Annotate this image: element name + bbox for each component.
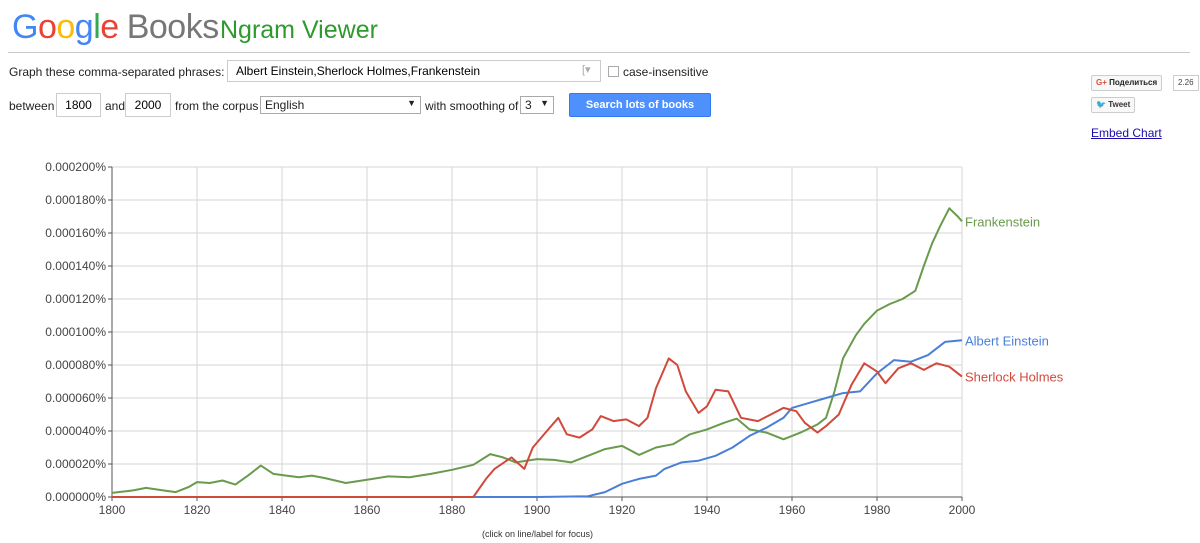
between-label: between bbox=[9, 99, 55, 113]
dropdown-arrow-icon: ▼ bbox=[407, 98, 416, 108]
series-label-sherlock-holmes[interactable]: Sherlock Holmes bbox=[965, 370, 1064, 385]
x-tick-label: 1800 bbox=[99, 503, 126, 517]
dropdown-arrow-icon: ▼ bbox=[540, 98, 549, 108]
y-tick-label: 0.000080% bbox=[45, 358, 106, 372]
share-button[interactable]: G+ Поделиться bbox=[1091, 75, 1163, 91]
twitter-bird-icon: 🐦 bbox=[1096, 100, 1106, 109]
y-tick-label: 0.000020% bbox=[45, 457, 106, 471]
logo-letter: o bbox=[37, 8, 57, 46]
tweet-label: Tweet bbox=[1108, 100, 1131, 109]
y-tick-label: 0.000060% bbox=[45, 391, 106, 405]
smoothing-label: with smoothing of bbox=[425, 99, 519, 113]
logo-books: Books bbox=[126, 8, 220, 46]
page-title: Ngram Viewer bbox=[220, 16, 378, 44]
and-label: and bbox=[105, 99, 126, 113]
x-tick-label: 1860 bbox=[354, 503, 381, 517]
x-tick-label: 1820 bbox=[184, 503, 211, 517]
y-tick-label: 0.000040% bbox=[45, 424, 106, 438]
x-tick-label: 1920 bbox=[609, 503, 636, 517]
y-tick-label: 0.000200% bbox=[45, 160, 106, 174]
x-tick-label: 1940 bbox=[694, 503, 721, 517]
corpus-label: from the corpus bbox=[175, 99, 259, 113]
smoothing-select[interactable]: 3 ▼ bbox=[520, 96, 554, 114]
logo-letter: G bbox=[12, 8, 38, 46]
phrases-label: Graph these comma-separated phrases: bbox=[9, 65, 225, 79]
y-tick-label: 0.000120% bbox=[45, 292, 106, 306]
search-button[interactable]: Search lots of books bbox=[569, 93, 711, 117]
smoothing-value: 3 bbox=[525, 98, 532, 112]
y-tick-label: 0.000140% bbox=[45, 259, 106, 273]
corpus-value: English bbox=[265, 98, 305, 112]
phrases-input[interactable] bbox=[227, 60, 601, 82]
series-label-albert-einstein[interactable]: Albert Einstein bbox=[965, 333, 1049, 348]
share-count: 2.26 bbox=[1173, 75, 1199, 91]
share-label: Поделиться bbox=[1109, 78, 1158, 87]
y-tick-label: 0.000180% bbox=[45, 193, 106, 207]
google-plus-icon: G+ bbox=[1096, 78, 1107, 87]
y-tick-label: 0.000000% bbox=[45, 490, 106, 504]
x-tick-label: 1880 bbox=[439, 503, 466, 517]
case-insensitive-label: case-insensitive bbox=[623, 65, 709, 79]
logo-letter: e bbox=[100, 8, 119, 46]
year-end-input[interactable] bbox=[125, 93, 171, 117]
ngram-chart: 0.000000% 0.000020% 0.000040% 0.000060% 0.00… bbox=[45, 160, 1064, 517]
x-tick-label: 2000 bbox=[949, 503, 976, 517]
tweet-button[interactable]: 🐦 Tweet bbox=[1091, 97, 1136, 113]
x-tick-label: 1900 bbox=[524, 503, 551, 517]
series-line-albert-einstein[interactable] bbox=[112, 339, 963, 498]
input-tool-icon[interactable]: [▾ bbox=[582, 64, 591, 76]
corpus-select[interactable]: English ▼ bbox=[260, 96, 421, 114]
y-tick-label: 0.000100% bbox=[45, 325, 106, 339]
x-tick-label: 1980 bbox=[864, 503, 891, 517]
series-label-frankenstein[interactable]: Frankenstein bbox=[965, 214, 1040, 229]
x-tick-label: 1840 bbox=[269, 503, 296, 517]
google-books-logo[interactable]: Google Books bbox=[12, 8, 219, 47]
logo-letter: g bbox=[74, 8, 94, 46]
year-start-input[interactable] bbox=[56, 93, 101, 117]
embed-chart-link[interactable]: Embed Chart bbox=[1091, 126, 1162, 140]
header-divider bbox=[8, 52, 1190, 53]
logo-letter: l bbox=[93, 8, 101, 46]
y-tick-label: 0.000160% bbox=[45, 226, 106, 240]
chart-hint: (click on line/label for focus) bbox=[481, 529, 594, 539]
case-insensitive-checkbox[interactable] bbox=[608, 66, 619, 77]
x-tick-label: 1960 bbox=[779, 503, 806, 517]
logo-letter: o bbox=[56, 8, 75, 46]
series-line-frankenstein[interactable] bbox=[111, 207, 963, 494]
series-line-sherlock-holmes[interactable] bbox=[112, 357, 963, 498]
